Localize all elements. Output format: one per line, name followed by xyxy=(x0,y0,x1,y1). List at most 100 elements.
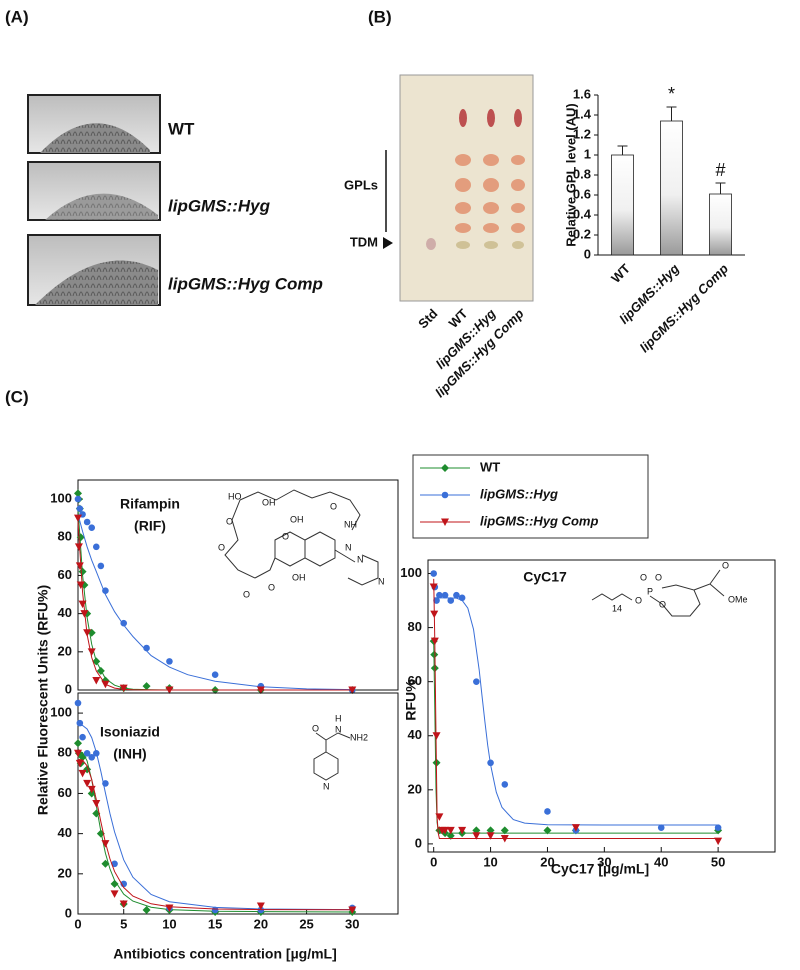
chart-title: Rifampin xyxy=(120,496,180,512)
y-tick-label: 0 xyxy=(65,905,72,920)
atom: O xyxy=(722,560,729,570)
colony-label: WT xyxy=(168,119,195,138)
data-point xyxy=(97,562,105,570)
fit-curve xyxy=(77,521,353,691)
data-point xyxy=(83,518,91,526)
data-point xyxy=(102,587,109,595)
atom: O xyxy=(282,531,289,541)
x-tick-label: 40 xyxy=(654,854,668,869)
tlc-plate xyxy=(399,74,534,302)
bar xyxy=(709,193,732,256)
data-point xyxy=(74,489,82,498)
x-tick-label: 20 xyxy=(540,854,554,869)
data-point xyxy=(74,514,82,523)
fit-curve xyxy=(77,514,353,691)
data-point xyxy=(76,719,84,727)
data-point xyxy=(92,543,100,551)
fit-curve xyxy=(77,750,353,913)
y-tick-label: 0 xyxy=(415,835,422,850)
data-point xyxy=(429,583,438,592)
x-tick-label: 5 xyxy=(120,916,127,931)
x-tick-label: 0 xyxy=(74,916,81,931)
fit-curve xyxy=(77,508,353,691)
tlc-label: GPLs xyxy=(344,177,378,192)
data-point xyxy=(74,543,83,551)
fit-curve xyxy=(433,578,719,839)
y-tick-label: 100 xyxy=(50,491,72,506)
data-point xyxy=(74,495,82,503)
panel-label: (A) xyxy=(5,7,29,26)
y-tick-label: 0.2 xyxy=(573,226,591,241)
data-point xyxy=(83,629,92,637)
data-point xyxy=(430,650,439,659)
y-axis-label: Relative Fluorescent Units (RFU%) xyxy=(35,585,51,815)
data-point xyxy=(473,678,480,685)
data-point xyxy=(432,732,441,740)
x-tick-label: WT xyxy=(608,261,633,286)
panel-label: (C) xyxy=(5,387,29,406)
data-point xyxy=(87,648,96,656)
data-point xyxy=(458,826,467,835)
y-tick-label: 1.2 xyxy=(573,126,591,141)
data-point xyxy=(544,808,551,815)
atom: H xyxy=(335,713,342,723)
data-point xyxy=(256,902,265,910)
x-tick-label: 30 xyxy=(345,916,359,931)
data-point xyxy=(78,769,87,778)
data-point xyxy=(92,676,101,685)
data-point xyxy=(165,686,174,694)
data-point xyxy=(74,739,82,748)
data-point xyxy=(211,906,219,914)
chart-subtitle: (RIF) xyxy=(134,518,166,534)
data-point xyxy=(88,524,96,532)
lane-label: Std xyxy=(415,306,440,331)
data-point xyxy=(211,671,219,679)
atom: HO xyxy=(228,491,242,501)
y-tick-label: 40 xyxy=(58,825,72,840)
fit-curve xyxy=(433,641,719,834)
atom: NH xyxy=(344,519,357,529)
data-point xyxy=(430,637,439,646)
data-point xyxy=(714,837,723,846)
data-point xyxy=(88,753,96,761)
x-tick-label: 30 xyxy=(597,854,611,869)
data-point xyxy=(500,834,509,843)
atom: O xyxy=(330,501,337,511)
data-point xyxy=(446,831,455,840)
y-tick-label: 80 xyxy=(58,529,72,544)
bar xyxy=(660,120,683,256)
data-point xyxy=(96,666,105,675)
data-point xyxy=(165,904,174,912)
data-point xyxy=(143,644,150,652)
data-point xyxy=(447,597,455,604)
bar xyxy=(611,154,634,256)
y-tick-label: 0 xyxy=(65,681,72,696)
data-point xyxy=(441,826,450,835)
data-point xyxy=(256,686,265,694)
annotation: * xyxy=(668,84,675,104)
data-point xyxy=(433,597,440,604)
legend-marker xyxy=(441,464,449,472)
y-tick-label: 0.8 xyxy=(573,166,591,181)
y-tick-label: 1.4 xyxy=(573,106,592,121)
data-point xyxy=(79,733,86,741)
fit-curve xyxy=(77,724,353,911)
atom: O xyxy=(226,516,233,526)
x-axis-label: Antibiotics concentration [µg/mL] xyxy=(113,946,337,962)
atom: O xyxy=(659,599,666,609)
data-point xyxy=(501,781,509,788)
y-tick-label: 100 xyxy=(50,705,72,720)
tdm-arrow xyxy=(383,237,393,249)
x-tick-label: 50 xyxy=(711,854,725,869)
data-point xyxy=(119,684,128,693)
x-tick-label: 0 xyxy=(430,854,437,869)
y-tick-label: 0.4 xyxy=(573,206,592,221)
colony-images xyxy=(27,94,161,306)
data-point xyxy=(83,779,92,788)
y-tick-label: 20 xyxy=(408,781,422,796)
data-point xyxy=(87,789,96,798)
data-point xyxy=(348,906,357,914)
x-tick-label: 15 xyxy=(208,916,222,931)
atom: N xyxy=(357,554,364,564)
data-point xyxy=(472,832,481,840)
